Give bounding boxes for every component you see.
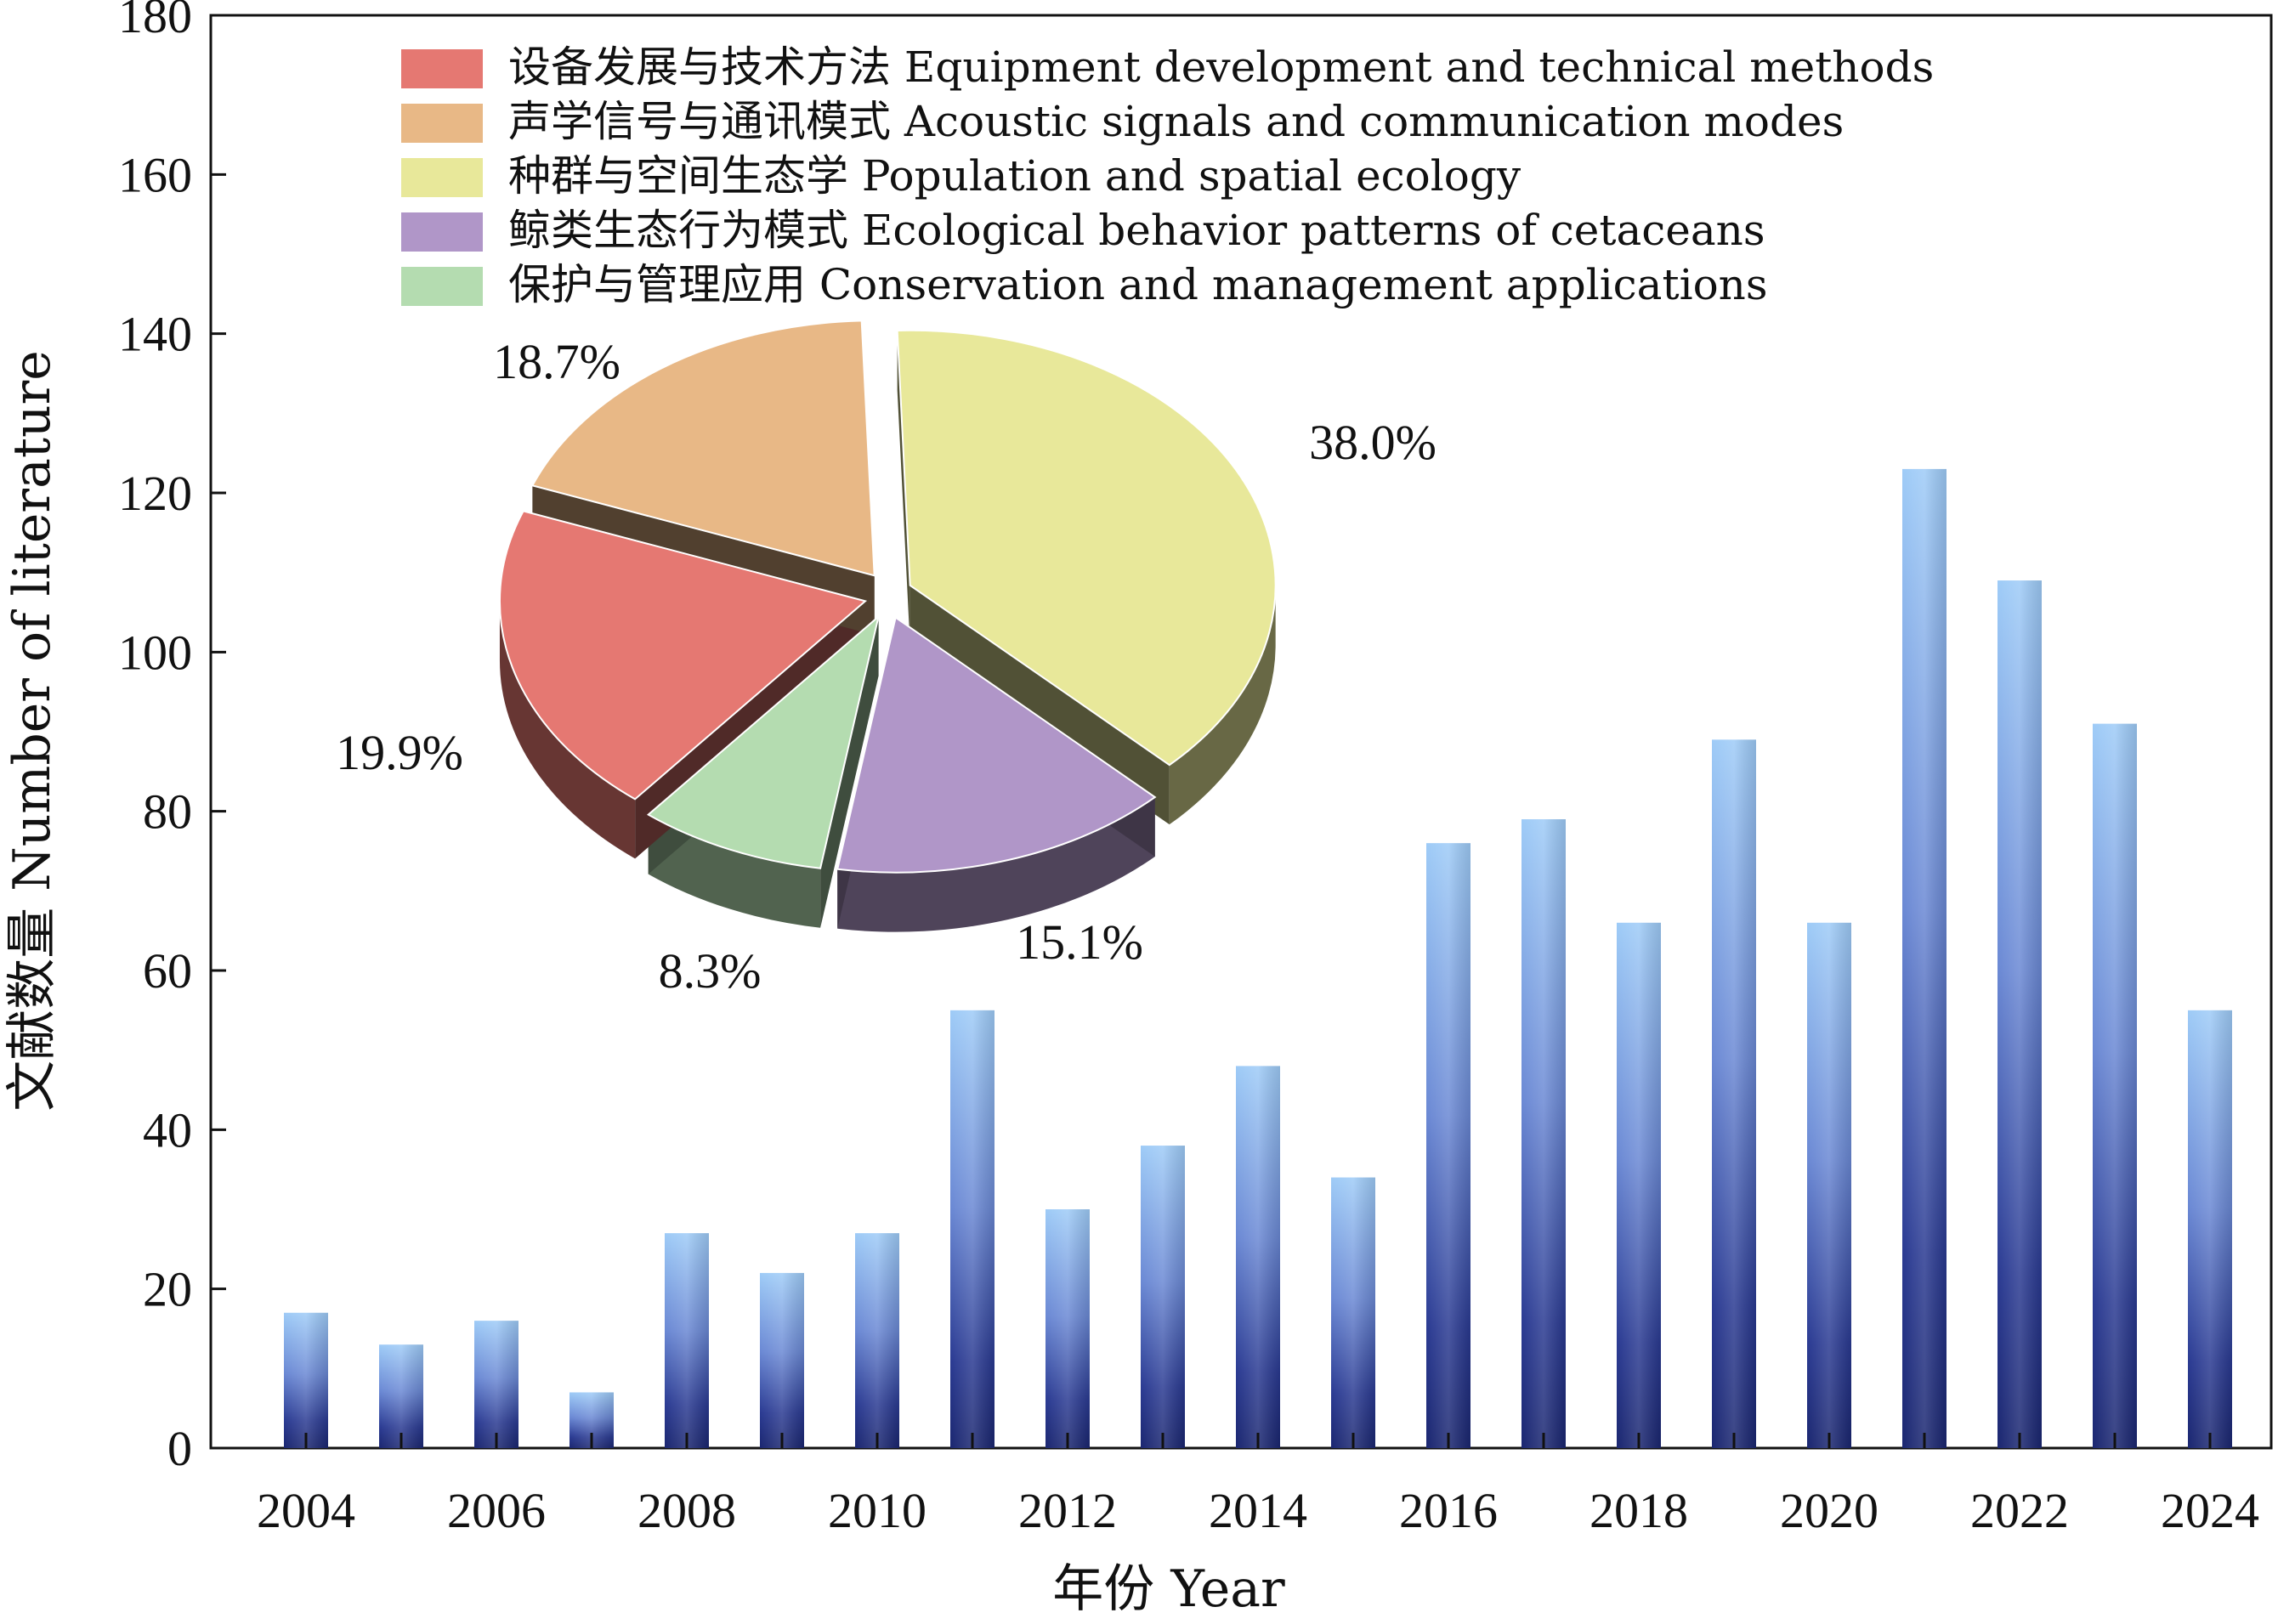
y-tick-label-40: 40 [143,1102,192,1157]
y-tick-label-20: 20 [143,1262,192,1317]
pie-label-0: 19.9% [336,725,463,780]
y-tick-label-160: 160 [118,147,192,202]
x-tick-label-2022: 2022 [1970,1483,2069,1538]
bar-sheen-2011 [950,1010,994,1448]
pie-wall-0 [499,601,636,859]
x-tick-label-2006: 2006 [447,1483,546,1538]
pie-wall-2 [1169,585,1276,825]
bar-sheen-2006 [474,1321,518,1448]
legend-label-2: 种群与空间生态学 Population and spatial ecology [508,151,1522,201]
pie-label-4: 8.3% [659,943,762,999]
pie-slice-3 [836,615,1157,874]
bar-sheen-2018 [1617,922,1661,1448]
pie-slice-2 [896,329,1277,767]
legend-swatch-4 [401,267,483,306]
x-tick-label-2012: 2012 [1018,1483,1117,1538]
pie-side-4 [820,616,879,928]
x-tick-label-2014: 2014 [1209,1483,1307,1538]
x-tick-label-2018: 2018 [1590,1483,1688,1538]
bar-sheen-2022 [1998,580,2042,1448]
bar-sheen-2010 [855,1233,899,1448]
pie-label-1: 18.7% [493,334,620,389]
bar-sheen-2015 [1331,1177,1375,1448]
legend-swatch-1 [401,104,483,143]
pie-slice-4 [646,614,881,869]
pie-chart: 19.9% 18.7% 38.0% 15.1% 8.3% [336,320,1436,999]
bar-sheen-2012 [1046,1209,1090,1448]
legend-label-4: 保护与管理应用 Conservation and management appl… [508,260,1768,309]
bar-sheen-2013 [1141,1146,1185,1448]
pie-legend: 设备发展与技术方法 Equipment development and tech… [401,42,1934,309]
bar-sheen-2023 [2093,723,2137,1448]
bar-sheen-2008 [665,1233,709,1448]
x-axis-title: 年份 Year [1052,1559,1285,1619]
pie-label-2: 38.0% [1309,415,1436,470]
pie-wall-3 [837,797,1155,932]
bar-sheen-2021 [1902,468,1946,1448]
pie-wall-4 [648,814,821,928]
y-tick-label-100: 100 [118,625,192,680]
legend-swatch-2 [401,158,483,197]
x-tick-label-2024: 2024 [2161,1483,2259,1538]
x-tick-label-2004: 2004 [257,1483,355,1538]
bar-sheen-2017 [1522,819,1566,1448]
y-axis-title: 文献数量 Number of literature [3,350,62,1112]
y-axis: 0 20 40 60 80 100 120 140 160 180 [118,0,226,1476]
pie-slice-1 [530,320,876,577]
y-tick-label-0: 0 [167,1421,192,1476]
y-tick-label-60: 60 [143,943,192,999]
bar-sheen-2005 [379,1344,423,1448]
x-tick-label-2016: 2016 [1399,1483,1498,1538]
legend-label-3: 鲸类生态行为模式 Ecological behavior patterns of… [508,206,1765,255]
x-tick-label-2008: 2008 [638,1483,736,1538]
x-tick-label-2010: 2010 [828,1483,926,1538]
y-tick-label-120: 120 [118,466,192,521]
y-tick-label-180: 180 [118,0,192,43]
x-axis: 2004 2006 2008 2010 2012 2014 2016 2018 2020 2022… [257,1433,2259,1538]
legend-label-1: 声学信号与通讯模式 Acoustic signals and communica… [508,97,1844,146]
bar-series [284,468,2232,1448]
x-tick-label-2020: 2020 [1780,1483,1878,1538]
bar-sheen-2020 [1807,922,1851,1448]
bar-sheen-2014 [1236,1066,1280,1448]
legend-swatch-3 [401,212,483,252]
bar-sheen-2024 [2188,1010,2232,1448]
bar-sheen-2016 [1426,843,1470,1448]
bar-sheen-2009 [760,1272,804,1448]
legend-swatch-0 [401,49,483,88]
bar-sheen-2019 [1712,739,1756,1448]
pie-label-3: 15.1% [1016,914,1143,970]
y-tick-label-80: 80 [143,784,192,840]
y-tick-label-140: 140 [118,307,192,362]
legend-label-0: 设备发展与技术方法 Equipment development and tech… [508,42,1934,92]
bar-sheen-2004 [284,1312,328,1448]
pie-slice-0 [498,510,868,801]
